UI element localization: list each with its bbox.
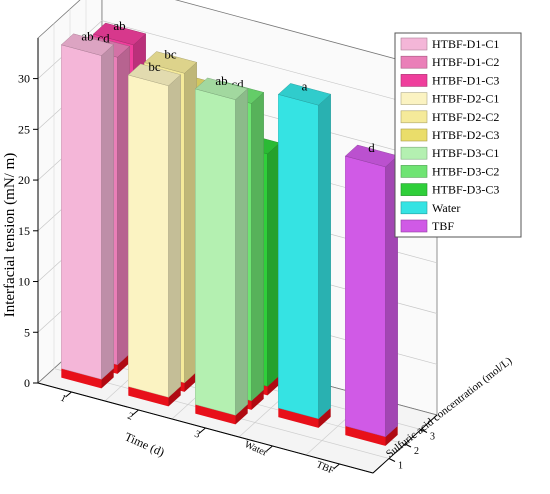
- time-tick: [199, 427, 206, 434]
- bar-top-face: [92, 22, 147, 46]
- y-tick-label: 10: [18, 275, 30, 289]
- legend-entry-label: TBF: [432, 219, 454, 233]
- bar-base-side: [168, 386, 181, 407]
- legend-swatch: [400, 219, 428, 233]
- bar-front-face: [195, 88, 236, 416]
- bar-base-side: [251, 389, 264, 410]
- bar-tbf: d: [344, 140, 399, 446]
- x-axis-title: Time (d): [123, 429, 167, 459]
- bar-side-face: [235, 88, 248, 416]
- bar-data-label: ab: [113, 18, 125, 33]
- y-tick-label: 25: [18, 122, 30, 136]
- bar-base-front: [195, 404, 236, 425]
- bar-front-face: [345, 155, 386, 438]
- legend-swatch: [400, 55, 428, 69]
- bar-base-side: [117, 353, 130, 374]
- legend-entry-label: HTBF-D3-C1: [432, 146, 499, 160]
- legend-entry-label: HTBF-D1-C1: [432, 37, 499, 51]
- bar-top-face: [127, 63, 182, 87]
- bar-data-label: bc: [164, 46, 177, 61]
- bar-side-face: [267, 142, 280, 387]
- conc-tick: [404, 443, 412, 448]
- bar-side-face: [101, 44, 114, 380]
- legend-swatch: [400, 183, 428, 196]
- legend-entry-label: HTBF-D1-C2: [432, 55, 499, 69]
- bar-base-front: [345, 426, 386, 446]
- conc-tick: [420, 429, 428, 433]
- conc-tick: [388, 458, 396, 462]
- time-tick: [132, 409, 139, 416]
- bar-top-face: [60, 33, 115, 56]
- legend-swatch: [400, 201, 428, 215]
- legend-entry-label: HTBF-D2-C3: [432, 128, 499, 142]
- bar-data-label: d: [368, 140, 375, 155]
- bar-base-side: [235, 404, 248, 425]
- bar-top-face: [143, 51, 198, 74]
- time-tick-label: 2: [126, 411, 135, 423]
- bar-base-side: [184, 371, 197, 392]
- legend-entry-label: HTBF-D2-C2: [432, 110, 499, 124]
- legend-entry-label: HTBF-D1-C3: [432, 73, 499, 87]
- y-tick-label: 15: [18, 224, 30, 238]
- bar-side-face: [251, 91, 264, 402]
- bar-base-side: [267, 375, 280, 396]
- legend-swatch: [400, 92, 428, 105]
- gridline-y: [37, 20, 438, 111]
- legend-swatch: [400, 110, 428, 124]
- legend-entry-label: Water: [432, 201, 460, 215]
- legend-swatch: [400, 128, 428, 142]
- chart-bars: abdecdbccdadabbcab: [60, 18, 399, 446]
- legend-entry-label: HTBF-D3-C3: [432, 183, 499, 197]
- conc-tick-label: 3: [430, 432, 435, 443]
- bar-data-label: ab: [215, 73, 227, 88]
- time-tick: [333, 463, 340, 470]
- bar-base-front: [128, 386, 169, 407]
- legend-entry-label: HTBF-D3-C2: [432, 164, 499, 178]
- bar-base-side: [318, 407, 331, 428]
- bar-data-label: ab: [81, 29, 93, 44]
- y-axis-title: Interfacial tension (mN/ m): [2, 153, 18, 318]
- legend-swatch: [400, 37, 428, 51]
- legend: HTBF-D1-C1 HTBF-D1-C2 HTBF-D1-C3 HTBF-D2-C1…: [394, 32, 522, 238]
- y-tick-label: 20: [18, 173, 30, 187]
- bar-top-face: [194, 77, 249, 100]
- time-tick-label: 3: [193, 429, 202, 441]
- legend-swatch: [400, 165, 428, 178]
- conc-tick-label: 2: [414, 446, 419, 457]
- time-tick: [65, 391, 72, 398]
- legend-swatch: [400, 146, 428, 160]
- bar-htbf-d1-c1: ab: [60, 29, 115, 389]
- bar-front-face: [61, 44, 102, 380]
- bar-side-face: [184, 61, 197, 384]
- bar-side-face: [117, 45, 130, 366]
- y-tick-label: 5: [24, 325, 30, 339]
- bar-front-face: [128, 74, 169, 398]
- bar-side-face: [168, 74, 181, 398]
- time-tick-label: 1: [59, 393, 68, 405]
- bar-data-label: bc: [148, 59, 161, 74]
- legend-swatch: [400, 74, 428, 87]
- bar-top-face: [277, 83, 332, 106]
- y-tick-label: 30: [18, 72, 30, 86]
- bar-htbf-d2-c1: bc: [127, 59, 182, 407]
- bar-side-face: [318, 93, 331, 420]
- bar-base-side: [101, 368, 114, 389]
- conc-tick-label: 1: [398, 461, 403, 472]
- bar-base-front: [278, 408, 319, 428]
- bar-base-side: [385, 425, 398, 446]
- bar-data-label: a: [302, 78, 308, 93]
- bar-front-face: [278, 94, 319, 420]
- bar-base-front: [61, 368, 102, 389]
- y-tick-label: 0: [24, 376, 30, 390]
- bar-water: a: [277, 78, 332, 428]
- bar-htbf-d3-c1: ab: [194, 73, 249, 425]
- time-tick: [266, 445, 273, 452]
- legend-entry-label: HTBF-D2-C1: [432, 92, 499, 106]
